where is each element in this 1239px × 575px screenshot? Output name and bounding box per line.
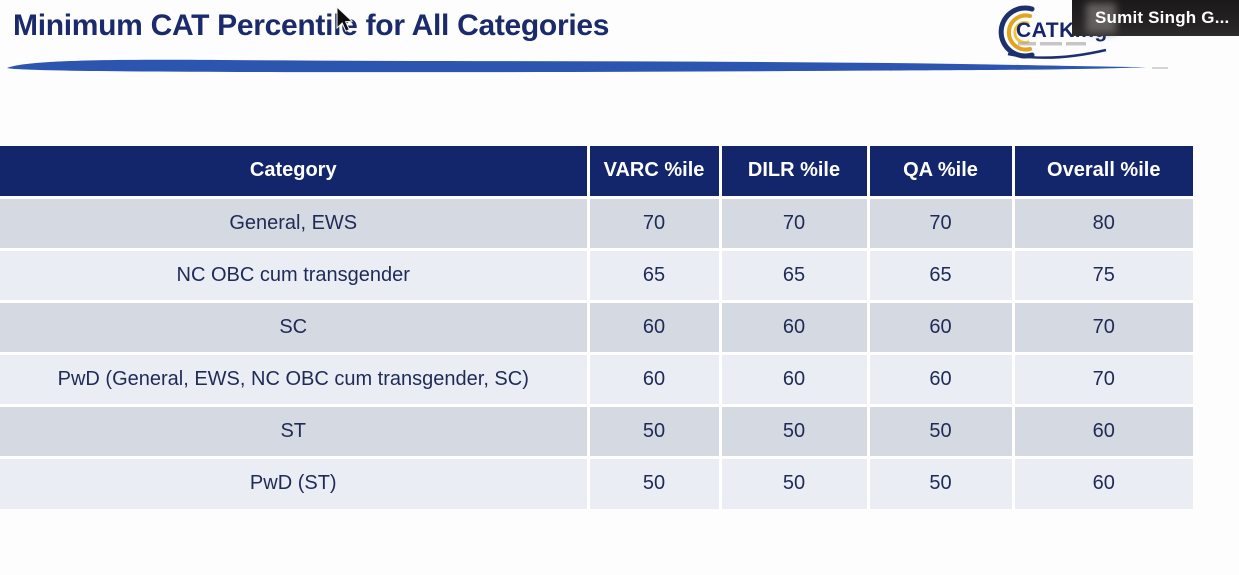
- cell-overall: 70: [1011, 299, 1193, 355]
- cell-varc: 70: [586, 195, 722, 251]
- percentile-table: Category VARC %ile DILR %ile QA %ile Ove…: [0, 146, 1193, 509]
- cell-category: SC: [0, 299, 590, 355]
- column-header-varc: VARC %ile: [586, 146, 722, 199]
- cell-category: General, EWS: [0, 195, 590, 251]
- column-header-overall: Overall %ile: [1011, 146, 1193, 199]
- table-row-nc-obc: NC OBC cum transgender 65 65 65 75: [0, 247, 1193, 303]
- mouse-cursor: [336, 6, 354, 32]
- table-row-general-ews: General, EWS 70 70 70 80: [0, 195, 1193, 251]
- cell-overall: 70: [1011, 351, 1193, 407]
- cell-overall: 75: [1011, 247, 1193, 303]
- column-header-qa: QA %ile: [866, 146, 1015, 199]
- participant-video-content: [1086, 3, 1116, 33]
- column-header-dilr: DILR %ile: [718, 146, 870, 199]
- cell-qa: 60: [866, 299, 1015, 355]
- cell-qa: 60: [866, 351, 1015, 407]
- cell-dilr: 65: [718, 247, 870, 303]
- cell-dilr: 60: [718, 351, 870, 407]
- logo-tagline-bar: [1018, 42, 1086, 46]
- cell-varc: 60: [586, 299, 722, 355]
- title-underline-swoosh: [7, 59, 1168, 73]
- cell-varc: 50: [586, 455, 722, 509]
- table-row-pwd-st: PwD (ST) 50 50 50 60: [0, 455, 1193, 509]
- cell-category: ST: [0, 403, 590, 459]
- cell-qa: 70: [866, 195, 1015, 251]
- table-row-pwd-general: PwD (General, EWS, NC OBC cum transgende…: [0, 351, 1193, 407]
- table-row-sc: SC 60 60 60 70: [0, 299, 1193, 355]
- cell-dilr: 50: [718, 403, 870, 459]
- cell-category: PwD (General, EWS, NC OBC cum transgende…: [0, 351, 590, 407]
- cell-qa: 50: [866, 403, 1015, 459]
- cell-qa: 50: [866, 455, 1015, 509]
- participant-video-tile[interactable]: Sumit Singh G...: [1072, 0, 1239, 36]
- cell-dilr: 60: [718, 299, 870, 355]
- cell-varc: 60: [586, 351, 722, 407]
- cell-varc: 65: [586, 247, 722, 303]
- cell-overall: 80: [1011, 195, 1193, 251]
- cell-category: NC OBC cum transgender: [0, 247, 590, 303]
- cell-dilr: 50: [718, 455, 870, 509]
- cell-category: PwD (ST): [0, 455, 590, 509]
- participant-name-label: Sumit Singh G...: [1095, 8, 1230, 27]
- column-header-category: Category: [0, 146, 590, 199]
- cell-varc: 50: [586, 403, 722, 459]
- logo-gold-arc: [1006, 13, 1032, 52]
- table-row-st: ST 50 50 50 60: [0, 403, 1193, 459]
- cell-overall: 60: [1011, 403, 1193, 459]
- cell-overall: 60: [1011, 455, 1193, 509]
- cell-qa: 65: [866, 247, 1015, 303]
- logo-underline-curve: [1007, 48, 1107, 59]
- cell-dilr: 70: [718, 195, 870, 251]
- table-header-row: Category VARC %ile DILR %ile QA %ile Ove…: [0, 146, 1193, 199]
- page-title: Minimum CAT Percentile for All Categorie…: [13, 9, 610, 42]
